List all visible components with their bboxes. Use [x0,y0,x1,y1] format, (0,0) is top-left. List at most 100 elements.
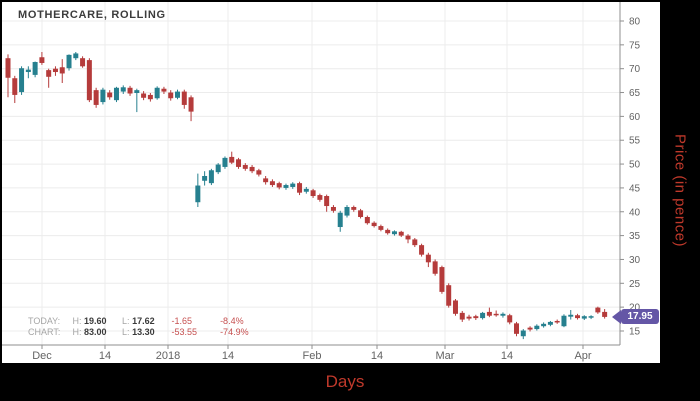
x-tick-label: Apr [574,350,591,362]
candle-body [59,67,65,74]
high-key: H: [72,316,82,326]
candle [52,66,58,76]
candle [486,307,492,318]
candle [337,210,343,232]
candle-body [73,53,79,59]
candle-body [480,312,486,319]
candle [520,329,526,340]
candle [554,319,560,324]
y-tick-label: 80 [629,17,641,28]
candle [466,314,472,321]
chart-high: H: 83.00 [73,327,120,338]
candle-body [324,196,330,207]
candle-body [181,91,187,105]
candle-body [297,183,303,193]
high-value: 83.00 [84,327,107,337]
candle [398,230,404,238]
candle [541,322,547,328]
candle [432,259,438,276]
candle [208,168,214,186]
y-tick-label: 55 [629,136,641,147]
candle [595,306,601,314]
candle [269,179,275,187]
candle-body [507,315,513,323]
candle [391,230,397,236]
candle-body [134,90,140,94]
candle-body [568,314,574,317]
candle [256,168,262,177]
candle-body [93,90,99,105]
candle-body [330,206,336,211]
last-price-tag: 17.95 [612,309,659,325]
candle-body [595,307,601,313]
candle-body [120,87,126,92]
candle-body [344,206,350,216]
candle-body [100,89,106,103]
candle [215,163,221,175]
candle-body [215,164,221,173]
x-tick-label: 14 [222,350,234,362]
candle-body [391,231,397,235]
candle-body [242,165,248,169]
high-key: H: [72,327,82,337]
candle [39,51,45,65]
tag-arrow-icon [612,309,621,324]
x-axis-title: Days [325,372,365,391]
candle-body [290,183,296,187]
candle-body [52,68,58,73]
candle [514,321,519,337]
candle [290,182,296,189]
candle [459,310,465,322]
candle-body [12,78,18,95]
chart-change-pct: -74.9% [220,327,249,337]
candle [93,87,99,108]
candle-body [527,327,533,330]
candle [310,188,316,198]
today-low: L: 17.62 [122,316,169,327]
legend-row-today: TODAY: H: 19.60 L: 17.62 -1.65 -8.4% [28,316,249,327]
candle [446,283,452,308]
candle-body [66,54,72,69]
candle-body [147,94,153,100]
candle-body [303,188,309,192]
last-price-value: 17.95 [621,309,659,325]
candle-body [80,58,86,67]
candle-body [86,60,92,101]
candle [175,89,180,100]
candle [602,309,608,319]
chart-change: -53.55 [171,327,198,337]
x-tick-label: 2018 [156,350,180,362]
candle-body [385,229,391,234]
x-axis-ticks: Dec 14 2018 14 Feb 14 Mar 14 Apr [32,345,592,362]
chart-title: MOTHERCARE, ROLLING [18,9,166,21]
y-axis-ticks: 80 75 70 65 60 55 50 45 40 35 30 25 20 15 [620,17,641,337]
candle [425,252,431,268]
candle [561,314,567,328]
chart-label: CHART: [28,327,61,337]
candle [330,205,336,213]
candle-body [602,311,608,317]
candle [507,313,513,325]
candle [188,95,194,122]
candle [534,324,540,331]
y-tick-label: 35 [629,231,641,242]
high-value: 19.60 [84,316,107,326]
candle [127,85,133,96]
low-key: L: [122,316,130,326]
candle-body [154,87,160,99]
x-tick-label: 14 [501,350,513,362]
candle-body [276,183,282,188]
ohlc-summary: TODAY: H: 19.60 L: 17.62 -1.65 -8.4% CHA… [28,316,249,338]
candle [575,313,581,320]
candle [66,54,72,71]
candle-body [195,185,201,203]
candle-body [283,185,289,188]
candle-body [547,321,553,325]
candle [249,165,255,174]
price-chart[interactable]: 80 75 70 65 60 55 50 45 40 35 30 25 20 15 Dec 14 2018 14 F… [2,2,660,363]
candle [25,66,31,79]
candle [229,151,235,165]
candle-body [378,226,384,230]
candle [46,68,52,88]
x-tick-label: Feb [303,350,322,362]
